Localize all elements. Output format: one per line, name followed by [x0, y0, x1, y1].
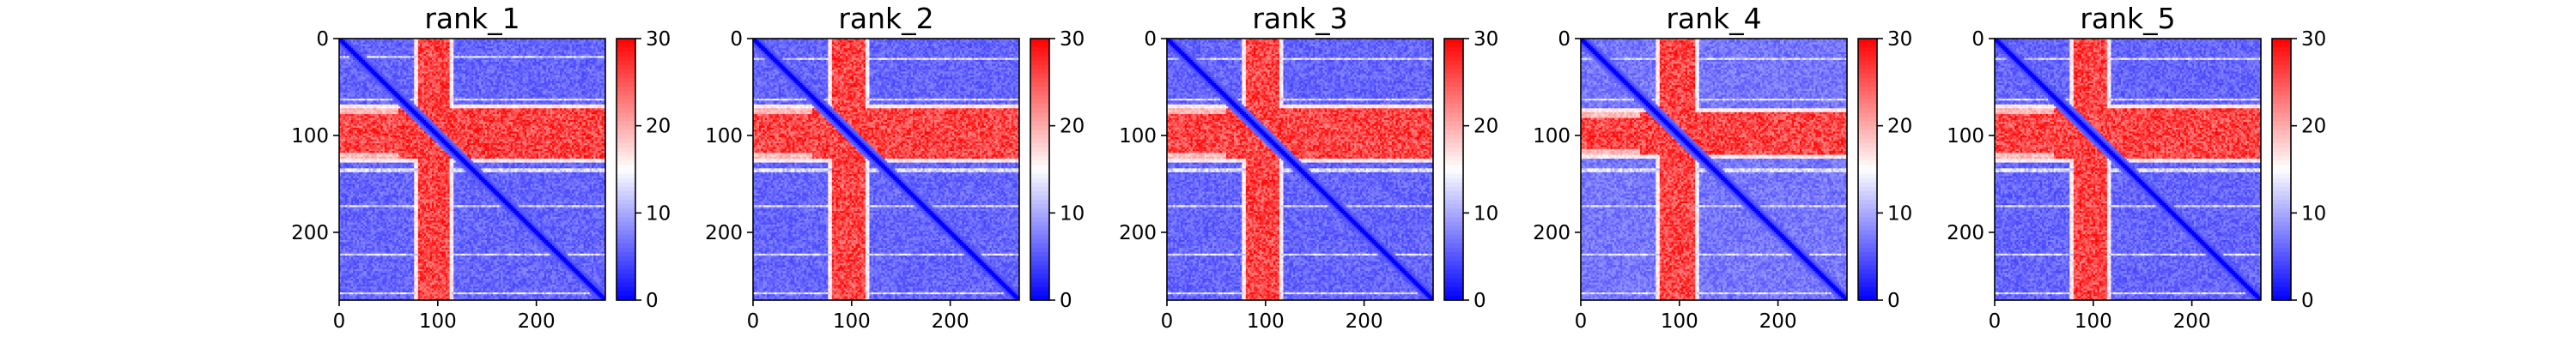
heatmap-cells	[339, 39, 606, 301]
